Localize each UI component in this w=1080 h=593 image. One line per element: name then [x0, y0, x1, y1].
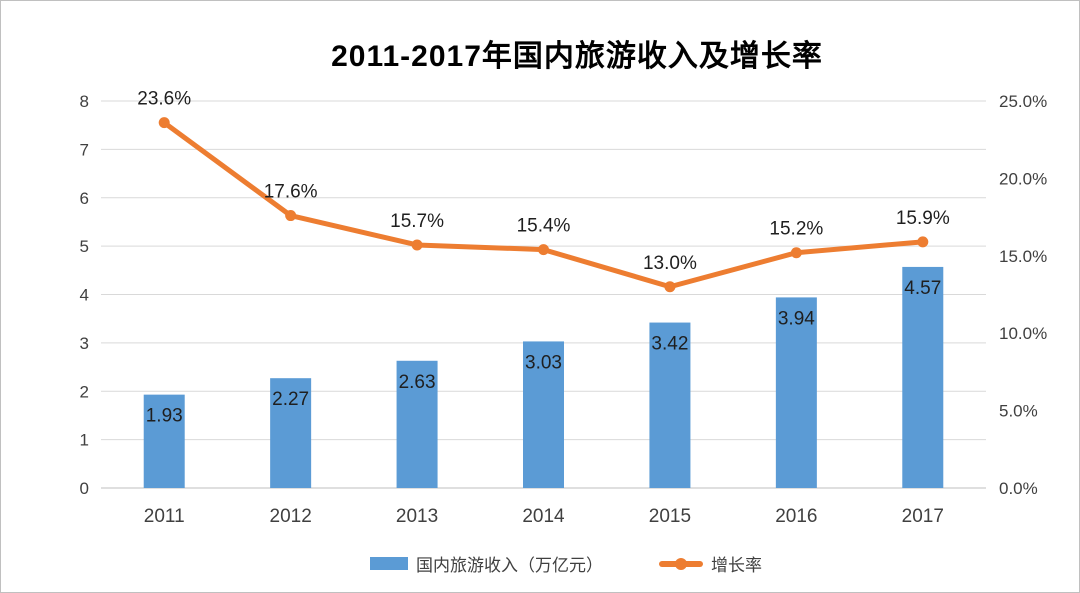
- x-axis-label-2016: 2016: [775, 506, 817, 527]
- revenue-swatch-icon: [370, 557, 408, 570]
- x-axis-label-2013: 2013: [396, 506, 438, 527]
- growth-point-2016: [790, 247, 802, 259]
- bar-2017: [902, 266, 944, 488]
- legend: 国内旅游收入（万亿元） 增长率: [1, 551, 1079, 576]
- left-axis-tick: 1: [80, 431, 89, 450]
- growth-line-icon: [659, 557, 703, 570]
- growth-point-2017: [917, 236, 929, 248]
- left-axis-tick: 8: [80, 92, 89, 111]
- growth-label-2014: 15.4%: [517, 216, 571, 237]
- left-axis-tick: 4: [80, 286, 89, 305]
- x-axis-label-2014: 2014: [522, 506, 565, 527]
- right-axis-tick: 10.0%: [999, 324, 1047, 343]
- growth-point-2013: [411, 239, 423, 251]
- legend-item-revenue: 国内旅游收入（万亿元）: [370, 551, 603, 576]
- left-axis-tick: 3: [80, 334, 89, 353]
- growth-point-2014: [538, 244, 549, 256]
- left-axis-tick: 7: [80, 140, 89, 159]
- bar-label-2014: 3.03: [525, 352, 562, 373]
- bar-2011: [143, 394, 185, 488]
- growth-label-2016: 15.2%: [769, 219, 823, 240]
- left-axis-tick: 6: [80, 189, 89, 208]
- bar-2013: [396, 360, 438, 488]
- left-axis-tick: 0: [80, 479, 89, 498]
- growth-point-2015: [664, 281, 676, 293]
- left-axis-tick: 5: [80, 237, 89, 256]
- bar-label-2011: 1.93: [146, 406, 183, 427]
- right-axis-tick: 15.0%: [999, 247, 1047, 266]
- legend-growth-label: 增长率: [711, 556, 762, 575]
- left-axis-tick: 2: [80, 382, 89, 401]
- right-axis-tick: 5.0%: [999, 402, 1038, 421]
- bar-label-2016: 3.94: [778, 308, 815, 329]
- x-axis-label-2012: 2012: [270, 506, 312, 527]
- chart-title: 2011-2017年国内旅游收入及增长率: [331, 40, 823, 73]
- x-axis-label-2015: 2015: [649, 506, 691, 527]
- bar-2012: [270, 378, 312, 488]
- right-axis-tick: 25.0%: [999, 92, 1047, 111]
- bar-label-2013: 2.63: [399, 372, 436, 393]
- bar-2015: [649, 322, 691, 488]
- growth-label-2013: 15.7%: [390, 211, 444, 232]
- x-axis-label-2011: 2011: [144, 506, 185, 527]
- right-axis-tick: 0.0%: [999, 479, 1038, 498]
- growth-point-2012: [285, 210, 297, 222]
- growth-label-2015: 13.0%: [643, 253, 697, 274]
- right-axis-tick: 20.0%: [999, 169, 1047, 188]
- legend-revenue-label: 国内旅游收入（万亿元）: [416, 556, 603, 575]
- x-axis-label-2017: 2017: [902, 506, 944, 527]
- growth-rate-line: [161, 120, 926, 290]
- bar-2014: [523, 341, 564, 488]
- bar-label-2012: 2.27: [272, 389, 309, 410]
- legend-item-growth: 增长率: [659, 551, 762, 576]
- growth-label-2011: 23.6%: [137, 89, 191, 110]
- growth-label-2012: 17.6%: [264, 182, 318, 203]
- growth-label-2017: 15.9%: [896, 208, 950, 229]
- bar-2016: [775, 297, 817, 488]
- bar-label-2017: 4.57: [904, 278, 941, 299]
- growth-point-2011: [158, 117, 170, 129]
- bar-label-2015: 3.42: [651, 334, 688, 355]
